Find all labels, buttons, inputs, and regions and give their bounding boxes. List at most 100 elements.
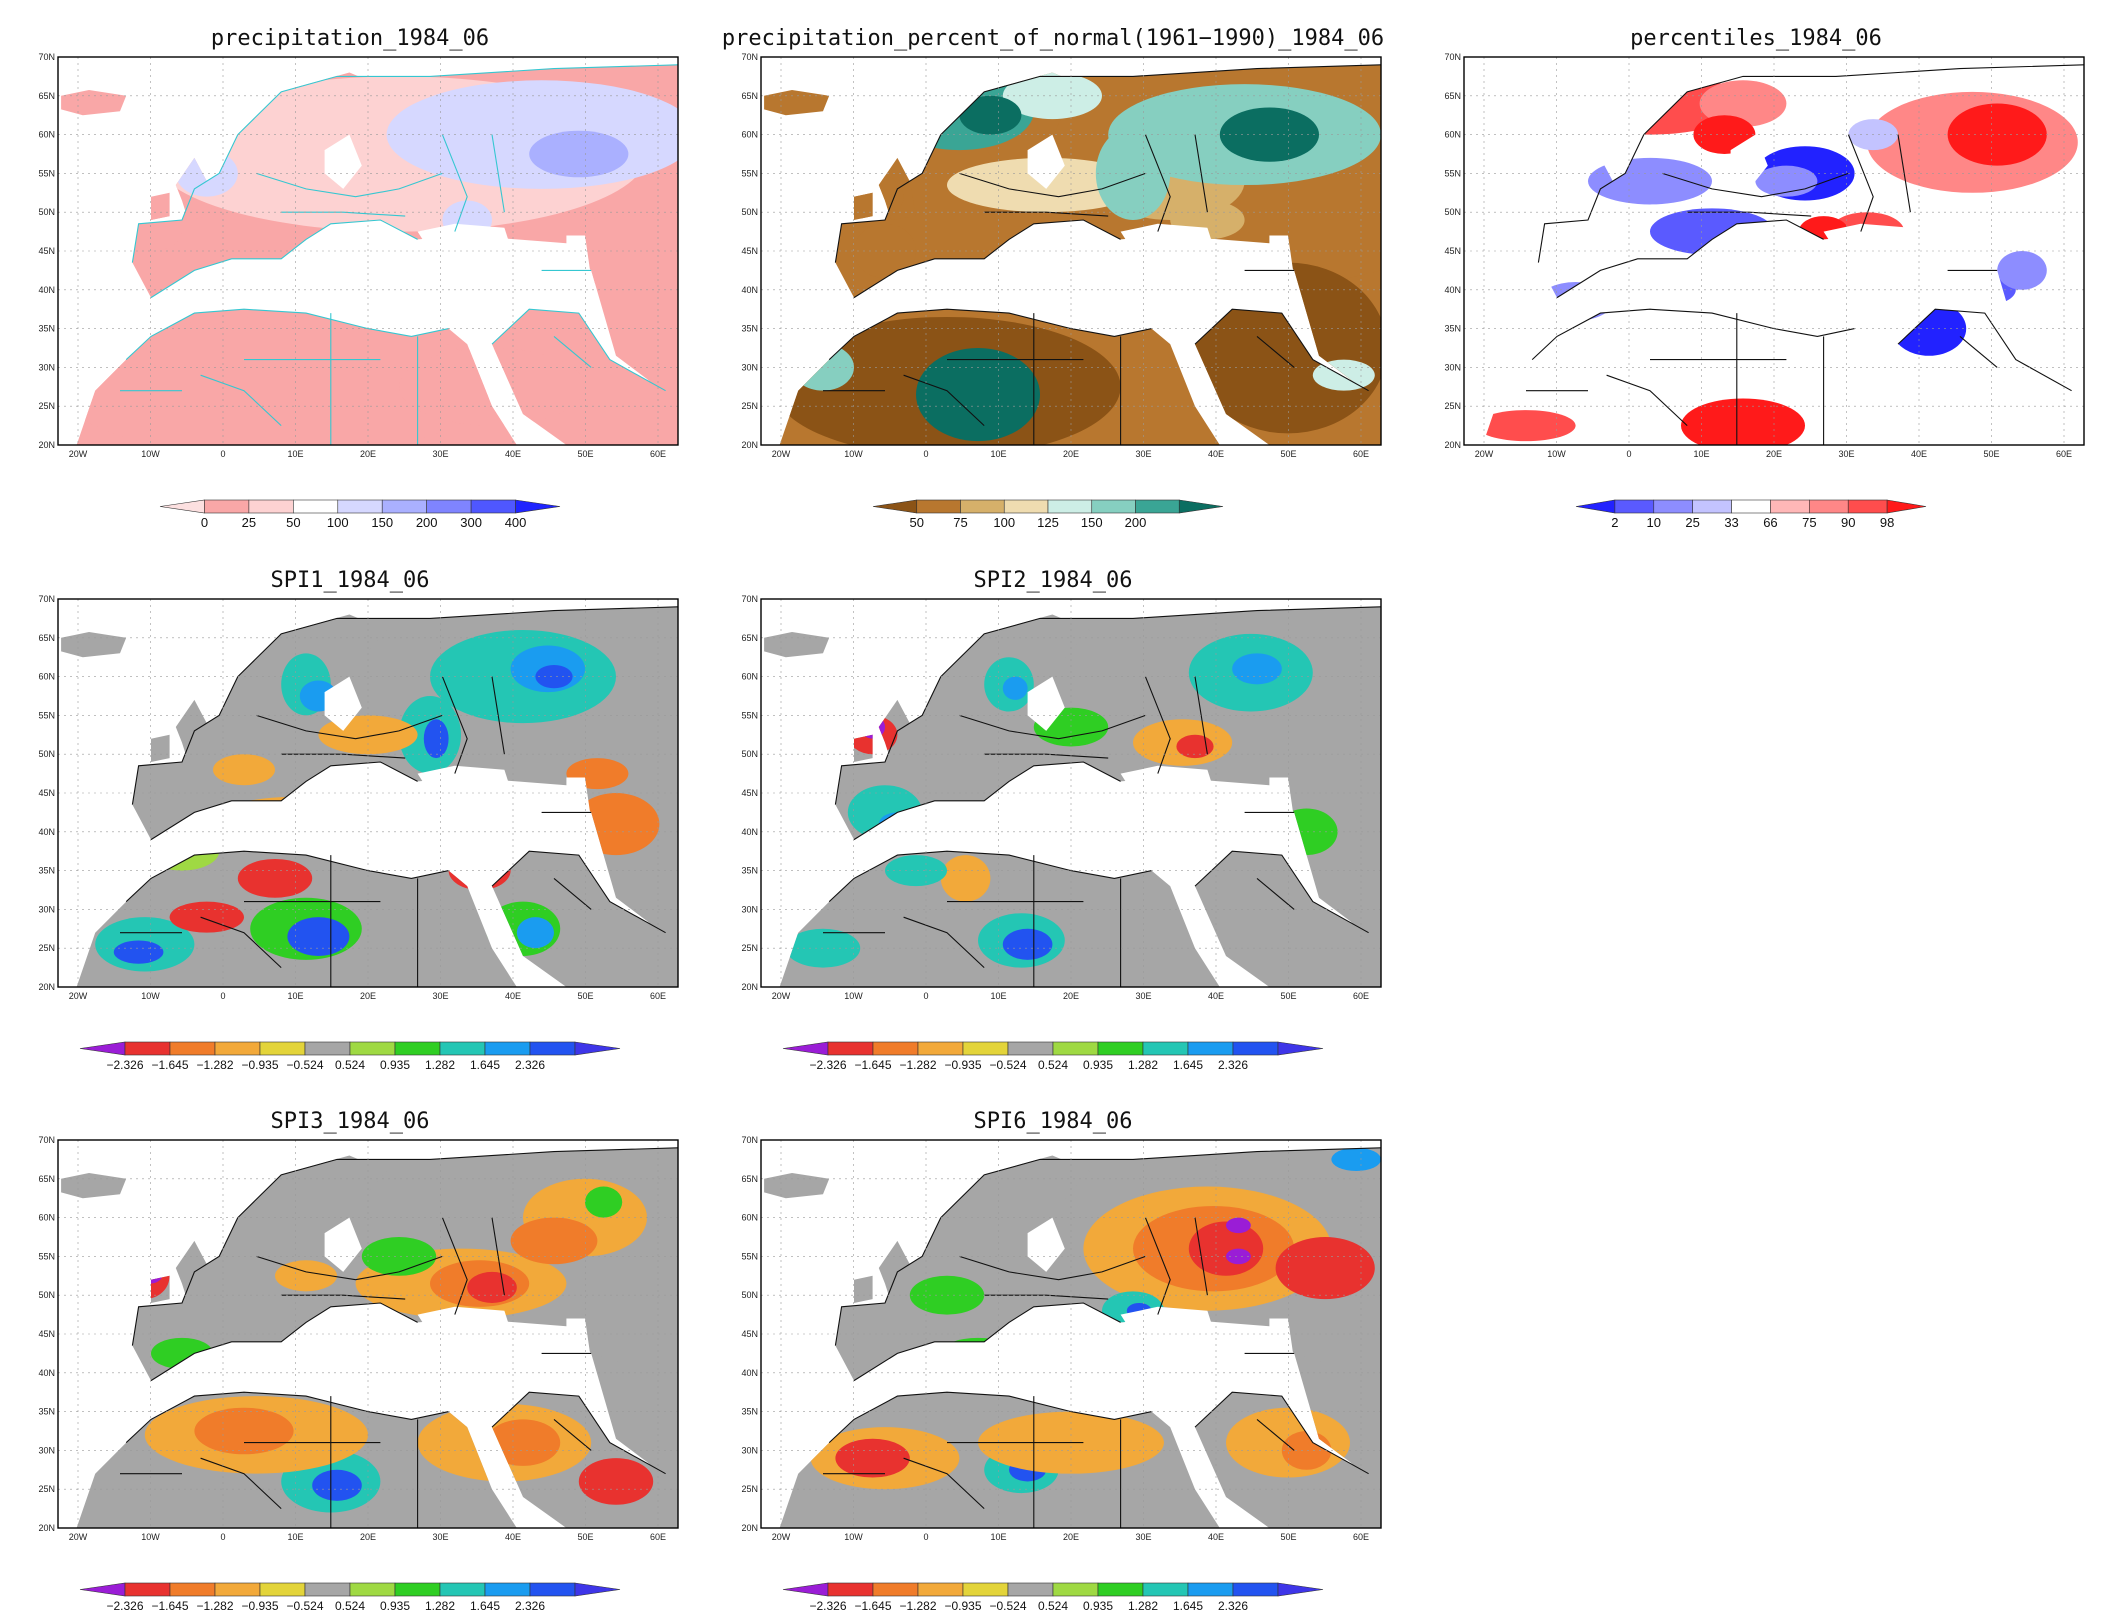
anomaly-region [959, 95, 1022, 135]
anomaly-region [361, 1237, 437, 1276]
lat-tick-label: 55N [1444, 168, 1461, 178]
lat-tick-label: 40N [741, 827, 758, 837]
colorbar-swatch [782, 1582, 829, 1597]
sea [417, 1306, 511, 1338]
colorbar-swatch [1277, 1041, 1324, 1056]
border-line [237, 1147, 678, 1218]
anomaly-region [1331, 1147, 1381, 1172]
lat-tick-label: 25N [741, 1484, 758, 1494]
colorbar-swatch [1614, 499, 1655, 514]
lat-tick-label: 25N [741, 401, 758, 411]
lat-tick-label: 70N [741, 594, 758, 604]
colorbar-swatch [1097, 1582, 1144, 1597]
border-line [828, 308, 1152, 361]
border-line [903, 374, 985, 427]
lat-tick-label: 60N [741, 1213, 758, 1223]
colorbar-swatch [381, 499, 427, 514]
lat-tick-label: 60N [741, 130, 758, 140]
anomaly-region [1002, 676, 1028, 700]
border-line [1256, 877, 1295, 910]
lat-tick-label: 35N [741, 866, 758, 876]
colorbar-swatch [1007, 1582, 1054, 1597]
lat-tick-label: 30N [741, 1445, 758, 1455]
colorbar-swatch [917, 1041, 964, 1056]
colorbar: −2.326 −1.645 −1.282 −0.935 −0.524 0.524 0.935… [782, 1582, 1324, 1613]
land-iceland [764, 632, 830, 658]
lat-tick-label: 70N [38, 1135, 55, 1145]
anomaly-region [1176, 734, 1214, 759]
lat-tick-label: 50N [741, 207, 758, 217]
lon-tick-label: 0 [1626, 449, 1631, 459]
colorbar-label: 0.935 [380, 1058, 410, 1072]
panel-percentiles: percentiles_1984_06 20W 10W 0 10E 20E 30E 40E 5… [1406, 0, 2106, 540]
land-asiaE [1294, 1353, 1381, 1490]
anomaly-region [510, 1217, 598, 1265]
lon-tick-label: 0 [923, 449, 928, 459]
lon-tick-label: 10E [287, 991, 303, 1001]
lat-tick-label: 25N [741, 943, 758, 953]
colorbar-swatch [337, 499, 383, 514]
sea [417, 765, 511, 797]
colorbar: 2 10 25 33 66 75 90 98 [1575, 499, 1927, 530]
colorbar-swatch [1178, 499, 1224, 514]
anomaly-region [312, 1469, 362, 1501]
border-line [131, 134, 239, 263]
colorbar-swatch [1135, 499, 1180, 514]
lat-tick-label: 20N [38, 1523, 55, 1533]
lon-tick-label: 30E [1135, 991, 1151, 1001]
sea [194, 812, 492, 867]
lat-tick-label: 35N [741, 324, 758, 334]
map-frame [57, 56, 679, 446]
anomaly-region [940, 855, 991, 902]
border-line [553, 335, 592, 368]
border-line [1687, 211, 1812, 217]
lon-tick-label: 10E [990, 991, 1006, 1001]
colorbar-swatch [484, 1041, 531, 1056]
colorbar-label: 25 [242, 515, 256, 530]
border-line [150, 761, 418, 841]
colorbar-label: 1.282 [425, 1599, 455, 1613]
lon-tick-label: 10E [287, 1532, 303, 1542]
lon-tick-label: 20W [69, 991, 88, 1001]
sea [1027, 1217, 1065, 1272]
lat-tick-label: 25N [38, 401, 55, 411]
colorbar-label: 150 [371, 515, 393, 530]
border-line [150, 1302, 418, 1382]
lat-tick-label: 40N [1444, 285, 1461, 295]
colorbar-swatch [1575, 499, 1616, 514]
land-ireland [1557, 192, 1576, 220]
lon-tick-label: 50E [1280, 449, 1296, 459]
map-frame [760, 598, 1382, 988]
border-line [491, 308, 666, 392]
lat-tick-label: 30N [38, 362, 55, 372]
lat-tick-label: 50N [38, 749, 55, 759]
sea [1730, 134, 1768, 189]
anomaly-region [835, 1438, 910, 1478]
anomaly-region [578, 1458, 654, 1505]
lon-tick-label: 50E [577, 449, 593, 459]
colorbar-swatch [1886, 499, 1927, 514]
colorbar-label: 50 [910, 515, 924, 530]
anomaly-region [61, 316, 492, 445]
lon-tick-label: 30E [432, 449, 448, 459]
lat-tick-label: 35N [38, 866, 55, 876]
land-iceland [61, 1173, 127, 1199]
border-line [1959, 335, 1998, 368]
lat-tick-label: 35N [741, 1407, 758, 1417]
lat-tick-label: 25N [38, 1484, 55, 1494]
anomaly-region [535, 664, 573, 689]
lon-tick-label: 20W [772, 1532, 791, 1542]
map-frame [57, 598, 679, 988]
lat-tick-label: 45N [741, 246, 758, 256]
colorbar-label: −2.326 [106, 1599, 143, 1613]
panel-title: SPI2_1984_06 [973, 568, 1133, 593]
lon-tick-label: 50E [1280, 1532, 1296, 1542]
lat-tick-label: 65N [1444, 91, 1461, 101]
lon-tick-label: 20E [1766, 449, 1782, 459]
colorbar-label: 1.645 [470, 1599, 500, 1613]
colorbar-label: −1.282 [899, 1058, 936, 1072]
sea [566, 1318, 592, 1362]
lat-tick-label: 20N [741, 440, 758, 450]
land-iceland [1467, 90, 1533, 116]
sea [324, 134, 362, 189]
